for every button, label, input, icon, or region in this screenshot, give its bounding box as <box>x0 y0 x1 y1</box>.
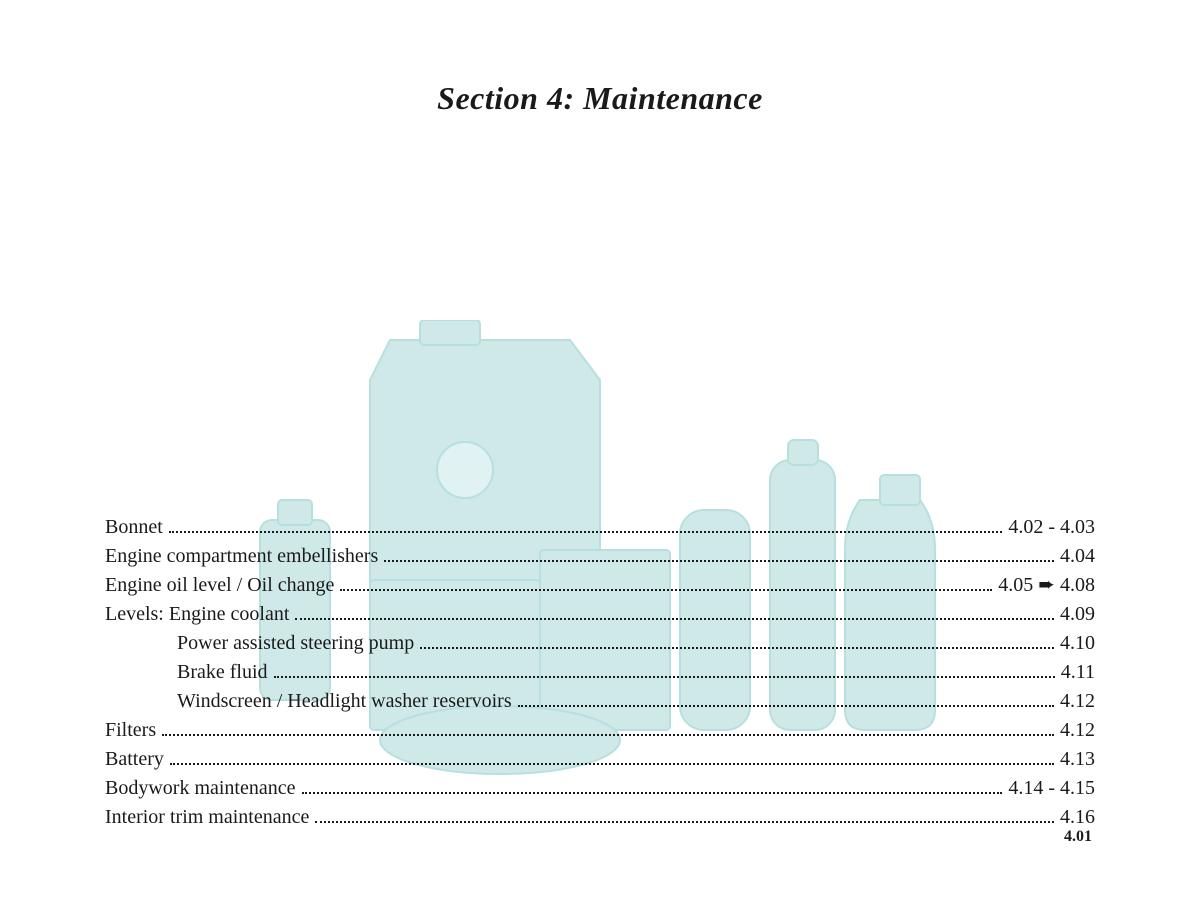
toc-entry-page: 4.12 <box>1060 691 1095 711</box>
toc-row: Battery 4.13 <box>105 749 1095 769</box>
toc-entry-label: Battery <box>105 749 164 769</box>
toc-entry-label: Bodywork maintenance <box>105 778 296 798</box>
toc-entry-page: 4.16 <box>1060 807 1095 827</box>
toc-row: Windscreen / Headlight washer reservoirs… <box>105 691 1095 711</box>
toc-row: Levels: Engine coolant 4.09 <box>105 604 1095 624</box>
toc-entry-label: Engine oil level / Oil change <box>105 575 334 595</box>
toc-leader-dots <box>384 547 1054 562</box>
toc-leader-dots <box>518 692 1054 707</box>
toc-entry-page: 4.02 - 4.03 <box>1008 517 1095 537</box>
toc-leader-dots <box>162 721 1054 736</box>
toc-row: Filters 4.12 <box>105 720 1095 740</box>
toc-entry-label: Bonnet <box>105 517 163 537</box>
toc-entry-page: 4.04 <box>1060 546 1095 566</box>
toc-entry-label: Power assisted steering pump <box>177 633 414 653</box>
toc-entry-label: Levels: Engine coolant <box>105 604 289 624</box>
toc-entry-label: Engine compartment embellishers <box>105 546 378 566</box>
toc-entry-page: 4.10 <box>1060 633 1095 653</box>
toc-entry-label: Windscreen / Headlight washer reservoirs <box>177 691 512 711</box>
toc-row: Engine compartment embellishers 4.04 <box>105 546 1095 566</box>
toc-entry-page: 4.11 <box>1061 662 1095 682</box>
toc-row: Interior trim maintenance 4.16 <box>105 807 1095 827</box>
toc-row: Brake fluid 4.11 <box>105 662 1095 682</box>
toc-entry-page: 4.14 - 4.15 <box>1008 778 1095 798</box>
toc-row: Engine oil level / Oil change 4.05 ➨ 4.08 <box>105 575 1095 595</box>
toc-leader-dots <box>274 663 1055 678</box>
toc-leader-dots <box>420 634 1054 649</box>
toc-entry-page: 4.09 <box>1060 604 1095 624</box>
toc-row: Bodywork maintenance 4.14 - 4.15 <box>105 778 1095 798</box>
toc-leader-dots <box>170 750 1054 765</box>
toc-row: Power assisted steering pump 4.10 <box>105 633 1095 653</box>
toc-entry-label: Filters <box>105 720 156 740</box>
page-number: 4.01 <box>1064 828 1092 846</box>
toc-leader-dots <box>169 518 1003 533</box>
toc-entry-label: Brake fluid <box>177 662 268 682</box>
toc-leader-dots <box>302 779 1003 794</box>
toc-entry-page: 4.13 <box>1060 749 1095 769</box>
page-container: Section 4: Maintenance Bonnet 4.02 - 4.03… <box>0 0 1200 916</box>
toc-entry-page: 4.12 <box>1060 720 1095 740</box>
toc-leader-dots <box>340 576 992 591</box>
table-of-contents: Bonnet 4.02 - 4.03 Engine compartment embe… <box>105 517 1095 827</box>
section-title: Section 4: Maintenance <box>105 80 1095 117</box>
toc-entry-page: 4.05 ➨ 4.08 <box>998 575 1095 595</box>
toc-leader-dots <box>295 605 1054 620</box>
toc-leader-dots <box>315 808 1054 823</box>
toc-row: Bonnet 4.02 - 4.03 <box>105 517 1095 537</box>
toc-entry-label: Interior trim maintenance <box>105 807 309 827</box>
